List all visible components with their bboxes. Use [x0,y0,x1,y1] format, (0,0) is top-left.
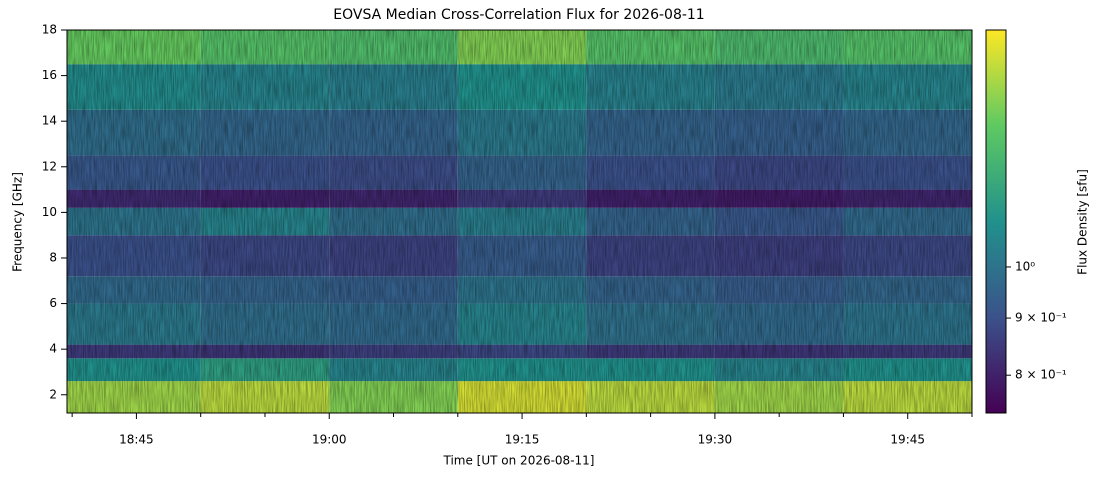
y-tick-label: 10 [42,205,57,219]
x-tick-label: 19:45 [890,433,925,447]
y-axis-label: Frequency [GHz] [11,172,25,272]
y-tick-label: 8 [49,250,57,264]
colorbar [985,29,1007,414]
y-tick-label: 16 [42,68,57,82]
colorbar-tick-label: 9 × 10⁻¹ [1015,311,1067,325]
y-tick-label: 14 [42,114,57,128]
y-tick-label: 6 [49,296,57,310]
x-axis-label: Time [UT on 2026-08-11] [443,454,595,468]
y-tick-label: 12 [42,159,57,173]
y-tick-label: 18 [42,23,57,37]
chart-title: EOVSA Median Cross-Correlation Flux for … [333,7,704,23]
y-tick-label: 2 [49,387,57,401]
plot-frame [66,29,973,414]
x-tick-label: 19:30 [698,433,733,447]
colorbar-tick-label: 8 × 10⁻¹ [1015,368,1067,382]
x-tick-label: 19:15 [505,433,540,447]
colorbar-label: Flux Density [sfu] [1076,169,1090,275]
colorbar-tick-label: 10⁰ [1015,259,1035,273]
texture [67,30,972,413]
x-tick-label: 19:00 [312,433,347,447]
y-tick-label: 4 [49,342,57,356]
x-tick-label: 18:45 [119,433,154,447]
